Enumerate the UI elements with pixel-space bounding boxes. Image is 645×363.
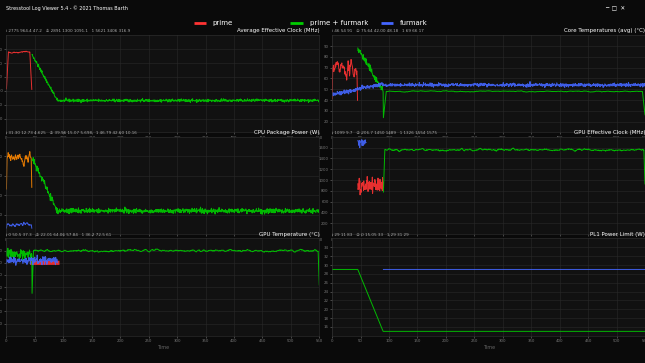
Text: i 31.30 12.73 4.625   ② 39.96 15.07 5.698   1 46.79 42.60 10.16: i 31.30 12.73 4.625 ② 39.96 15.07 5.698 …	[6, 131, 137, 135]
X-axis label: Time: Time	[482, 141, 495, 146]
X-axis label: Time: Time	[157, 141, 169, 146]
Text: prime + furmark: prime + furmark	[310, 20, 368, 26]
Text: CPU Package Power (W): CPU Package Power (W)	[253, 130, 319, 135]
X-axis label: Time: Time	[157, 243, 169, 248]
Text: i 1099 9.7   ② 206.7 1450 1489   1 1326 1554 1575: i 1099 9.7 ② 206.7 1450 1489 1 1326 1554…	[332, 131, 437, 135]
Text: Core Temperatures (avg) (°C): Core Temperatures (avg) (°C)	[564, 28, 645, 33]
Text: prime: prime	[213, 20, 233, 26]
X-axis label: Time: Time	[482, 344, 495, 350]
Text: i 2775 964.4 47.2   ② 2891 1300 1091.1   1 5621 3406 316.9: i 2775 964.4 47.2 ② 2891 1300 1091.1 1 5…	[6, 29, 131, 33]
Text: ─  □  ✕: ─ □ ✕	[606, 6, 626, 11]
Text: GPU Temperature (°C): GPU Temperature (°C)	[259, 232, 319, 237]
Text: Stresstool Log Viewer 5.4 - © 2021 Thomas Barth: Stresstool Log Viewer 5.4 - © 2021 Thoma…	[6, 5, 128, 11]
X-axis label: Time: Time	[157, 344, 169, 350]
X-axis label: Time: Time	[482, 243, 495, 248]
Text: i 46 54 91   ② 75.64 42.00 48.18   1 69 66 17: i 46 54 91 ② 75.64 42.00 48.18 1 69 66 1…	[332, 29, 424, 33]
Text: i 29 11 83   ② 0 15.05 33   1 29 31 29: i 29 11 83 ② 0 15.05 33 1 29 31 29	[332, 233, 409, 237]
Text: i 0 50.5 37.3   ② 22.01 64.06 57.84   1 36.2 72.5 61: i 0 50.5 37.3 ② 22.01 64.06 57.84 1 36.2…	[6, 233, 112, 237]
Text: furmark: furmark	[400, 20, 428, 26]
Text: PL1 Power Limit (W): PL1 Power Limit (W)	[590, 232, 645, 237]
Text: Average Effective Clock (MHz): Average Effective Clock (MHz)	[237, 28, 319, 33]
Text: GPU Effective Clock (MHz): GPU Effective Clock (MHz)	[573, 130, 645, 135]
